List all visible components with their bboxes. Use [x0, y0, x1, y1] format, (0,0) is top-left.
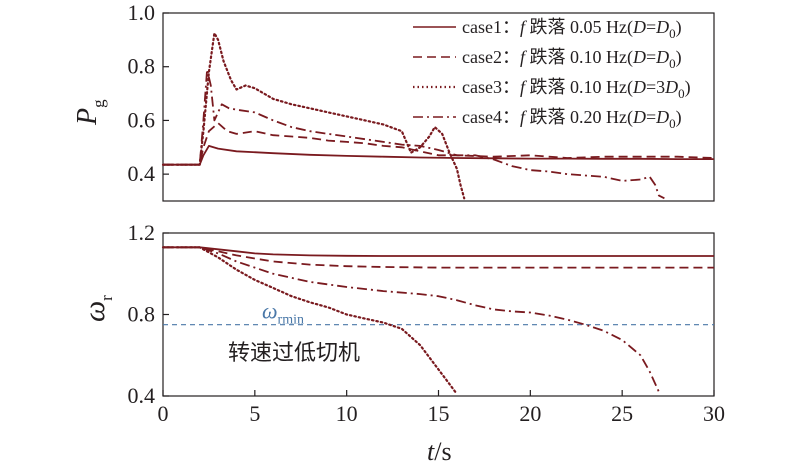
x-axis-label-unit: /s: [434, 437, 451, 466]
legend-text-part: 跌落 0.20 Hz(: [525, 107, 633, 128]
bottom-series-case3-line: [161, 246, 458, 396]
omega-rmin-label-sub: rmin: [278, 313, 304, 328]
bottom-series-case2-line: [163, 246, 714, 269]
bottom-panel: 0.40.81.2 0 5 10 15 20 25 30 ωrmin ωr 转速过低切机 t…: [78, 220, 725, 466]
bottom-y-ticks: 0.4 0.8 1.2: [128, 220, 169, 408]
bottom-y-axis-label-sub: r: [97, 295, 116, 301]
x-tick-label: 30: [703, 401, 725, 426]
legend-text-part: 跌落 0.10 Hz(: [525, 77, 633, 98]
top-series-case3-line: [161, 31, 466, 200]
top-y-tick-label: 0.6: [128, 107, 156, 132]
bottom-series-group: [161, 246, 714, 396]
x-tick-label: 5: [249, 401, 260, 426]
top-y-tick-label: 1.0: [128, 0, 156, 25]
legend: case1：f 跌落 0.05 Hz(D=D0)case2：f 跌落 0.10 …: [413, 17, 691, 131]
x-axis-label-var: t: [427, 437, 435, 466]
annotation-text: 转速过低切机: [228, 341, 360, 366]
legend-text-part: 跌落 0.10 Hz(: [525, 47, 633, 68]
legend-text-part: 跌落 0.05 Hz(: [525, 17, 633, 38]
x-tick-label: 15: [428, 401, 450, 426]
legend-text-sub: 0: [678, 86, 685, 101]
legend-entry-case3: case3：f 跌落 0.10 Hz(D=3D0): [462, 77, 691, 101]
bottom-plot-frame: [162, 232, 715, 397]
legend-text-part: f: [520, 107, 528, 127]
legend-text-part: D: [664, 77, 678, 97]
top-series-group: [161, 31, 715, 200]
legend-text-part: D: [655, 107, 669, 127]
omega-rmin-label: ωrmin: [262, 299, 304, 328]
bottom-y-axis-label: ωr: [78, 295, 116, 322]
x-tick-label: 20: [519, 401, 541, 426]
top-series-case1-line: [163, 144, 714, 166]
top-series-case4-line: [163, 68, 665, 200]
reference-line-group: ωrmin: [163, 299, 714, 328]
bottom-series-case1-line: [163, 246, 714, 257]
legend-text-part: f: [520, 77, 528, 97]
legend-text-sub: 0: [669, 26, 676, 41]
legend-text-part: f: [520, 17, 528, 37]
x-tick-label: 25: [611, 401, 633, 426]
top-plot-frame: [162, 12, 715, 202]
bottom-y-tick-label: 0.8: [128, 302, 156, 327]
legend-text-part: =: [646, 47, 656, 67]
legend-text-part: ): [676, 107, 682, 128]
top-y-axis-label: Pg: [72, 99, 108, 126]
legend-text-part: =3: [646, 77, 665, 97]
omega-rmin-label-symbol: ω: [262, 299, 278, 324]
legend-text-part: D: [632, 77, 646, 97]
x-tick-label: 0: [158, 401, 169, 426]
legend-text-part: ): [676, 17, 682, 38]
legend-text-part: case2：: [462, 47, 520, 67]
x-tick-label: 10: [336, 401, 358, 426]
legend-text-part: D: [655, 47, 669, 67]
top-y-ticks: 0.4 0.6 0.8 1.0: [128, 0, 169, 186]
bottom-series-case4-line: [163, 246, 660, 393]
legend-text-part: D: [655, 17, 669, 37]
top-y-tick-label: 0.8: [128, 54, 156, 79]
top-panel: 0.40.60.81.0 Pg case1：f 跌落 0.05 Hz(D=D0)…: [72, 0, 715, 202]
legend-text-part: f: [520, 47, 528, 67]
bottom-x-ticks: 0 5 10 15 20 25 30: [158, 390, 725, 426]
legend-entry-case2: case2：f 跌落 0.10 Hz(D=D0): [462, 47, 682, 71]
top-series-case2-line: [163, 122, 715, 166]
legend-text-part: =: [646, 107, 656, 127]
legend-text-part: D: [632, 47, 646, 67]
legend-text-part: ): [685, 77, 691, 98]
legend-text-part: case4：: [462, 107, 520, 127]
legend-text-sub: 0: [669, 56, 676, 71]
bottom-y-tick-label: 0.4: [128, 383, 156, 408]
legend-text-part: =: [646, 17, 656, 37]
legend-text-part: case1：: [462, 17, 520, 37]
top-y-axis-label-sub: g: [89, 99, 108, 108]
legend-entry-case1: case1：f 跌落 0.05 Hz(D=D0): [462, 17, 682, 41]
legend-entry-case4: case4：f 跌落 0.20 Hz(D=D0): [462, 107, 682, 131]
legend-text-part: case3：: [462, 77, 520, 97]
bottom-y-tick-label: 1.2: [128, 220, 156, 245]
x-axis-label: t/s: [427, 437, 452, 466]
legend-text-part: D: [632, 17, 646, 37]
top-y-tick-label: 0.4: [128, 161, 156, 186]
legend-text-part: D: [632, 107, 646, 127]
legend-text-sub: 0: [669, 116, 676, 131]
legend-text-part: ): [676, 47, 682, 68]
